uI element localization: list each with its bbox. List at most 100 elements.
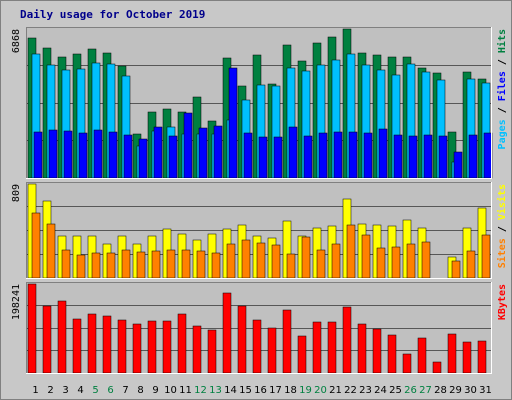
- bar-sites-day-8: [136, 251, 146, 279]
- bar-kbytes-day-23: [357, 323, 367, 374]
- bar-pages-day-29: [453, 151, 463, 179]
- bar-sites-day-29: [451, 260, 461, 279]
- day-label-26: 26: [404, 385, 417, 396]
- bar-sites-day-1: [31, 212, 41, 279]
- day-label-16: 16: [254, 385, 267, 396]
- bar-sites-day-7: [121, 249, 131, 279]
- bar-kbytes-day-26: [402, 353, 412, 374]
- bar-pages-day-9: [153, 126, 163, 179]
- legend-entry: /: [497, 101, 508, 119]
- bar-sites-day-25: [391, 246, 401, 279]
- bar-pages-day-18: [288, 126, 298, 179]
- bar-sites-day-4: [76, 254, 86, 279]
- bar-pages-day-27: [423, 134, 433, 179]
- bar-sites-day-18: [286, 253, 296, 279]
- legend-entry: Pages: [497, 119, 508, 149]
- bar-sites-day-2: [46, 223, 56, 279]
- bar-kbytes-day-27: [417, 337, 427, 374]
- day-label-7: 7: [122, 385, 128, 396]
- panel-legend: KBytes: [497, 284, 508, 320]
- day-label-1: 1: [32, 385, 38, 396]
- bar-pages-day-1: [33, 131, 43, 179]
- bar-pages-day-3: [63, 130, 73, 179]
- bar-pages-day-19: [303, 135, 313, 179]
- bar-pages-day-20: [318, 132, 328, 179]
- bar-kbytes-day-17: [267, 327, 277, 374]
- bar-sites-day-12: [196, 250, 206, 279]
- bar-pages-day-21: [333, 131, 343, 179]
- bar-kbytes-day-6: [102, 315, 112, 374]
- panel-legend: Sites / Visits: [496, 184, 508, 268]
- day-label-20: 20: [314, 385, 327, 396]
- bar-kbytes-day-1: [27, 283, 37, 374]
- bar-kbytes-day-19: [297, 335, 307, 374]
- bar-pages-day-4: [78, 132, 88, 179]
- bar-kbytes-day-24: [372, 328, 382, 374]
- day-label-5: 5: [92, 385, 98, 396]
- panel-max-label: 809: [11, 184, 22, 202]
- bar-kbytes-day-28: [432, 361, 442, 374]
- bar-kbytes-day-10: [162, 320, 172, 374]
- bar-sites-day-14: [226, 243, 236, 279]
- day-label-27: 27: [419, 385, 432, 396]
- bar-sites-day-31: [481, 234, 491, 279]
- bar-pages-day-11: [183, 112, 193, 179]
- bar-pages-day-15: [243, 132, 253, 179]
- bar-sites-day-13: [211, 252, 221, 279]
- bar-sites-day-17: [271, 244, 281, 279]
- bar-kbytes-day-4: [72, 318, 82, 374]
- bar-kbytes-day-15: [237, 305, 247, 374]
- bar-kbytes-day-18: [282, 309, 292, 374]
- day-label-25: 25: [389, 385, 402, 396]
- bar-kbytes-day-14: [222, 292, 232, 374]
- day-label-29: 29: [449, 385, 462, 396]
- panel-max-label: 198241: [11, 284, 22, 320]
- bar-pages-day-12: [198, 127, 208, 179]
- bar-pages-day-13: [213, 125, 223, 179]
- bar-kbytes-day-11: [177, 313, 187, 374]
- bar-sites-day-30: [466, 250, 476, 279]
- day-label-8: 8: [137, 385, 143, 396]
- bar-sites-day-27: [421, 241, 431, 279]
- bar-sites-day-16: [256, 242, 266, 279]
- bar-sites-day-21: [331, 243, 341, 279]
- legend-entry: Visits: [496, 184, 508, 220]
- bar-kbytes-day-31: [477, 340, 487, 374]
- chart-title: Daily usage for October 2019: [20, 8, 206, 21]
- bar-kbytes-day-13: [207, 329, 217, 374]
- bar-pages-day-25: [393, 134, 403, 179]
- panel-max-label: 6868: [11, 29, 22, 53]
- bar-kbytes-day-22: [342, 306, 352, 374]
- day-label-24: 24: [374, 385, 387, 396]
- day-label-6: 6: [107, 385, 113, 396]
- bar-pages-day-26: [408, 135, 418, 179]
- bar-sites-day-19: [301, 236, 311, 279]
- bar-sites-day-3: [61, 249, 71, 279]
- legend-entry: /: [497, 53, 508, 71]
- day-label-28: 28: [434, 385, 447, 396]
- bar-kbytes-day-29: [447, 333, 457, 374]
- bar-sites-day-11: [181, 249, 191, 279]
- day-label-2: 2: [47, 385, 53, 396]
- bar-sites-day-26: [406, 243, 416, 279]
- bar-pages-day-7: [123, 134, 133, 179]
- bar-kbytes-day-16: [252, 319, 262, 374]
- bar-kbytes-day-12: [192, 325, 202, 374]
- bar-sites-day-15: [241, 239, 251, 279]
- bar-sites-day-23: [361, 234, 371, 279]
- bar-kbytes-day-30: [462, 341, 472, 374]
- bar-pages-day-16: [258, 136, 268, 179]
- bar-sites-day-6: [106, 252, 116, 279]
- bar-kbytes-day-20: [312, 321, 322, 374]
- bar-pages-day-23: [363, 132, 373, 179]
- day-label-22: 22: [344, 385, 357, 396]
- legend-entry: Files: [496, 71, 508, 101]
- bar-pages-day-6: [108, 131, 118, 179]
- day-label-31: 31: [479, 385, 492, 396]
- day-label-23: 23: [359, 385, 372, 396]
- bar-sites-day-24: [376, 247, 386, 279]
- day-label-21: 21: [329, 385, 342, 396]
- legend-entry: Sites: [496, 238, 508, 268]
- day-label-11: 11: [179, 385, 192, 396]
